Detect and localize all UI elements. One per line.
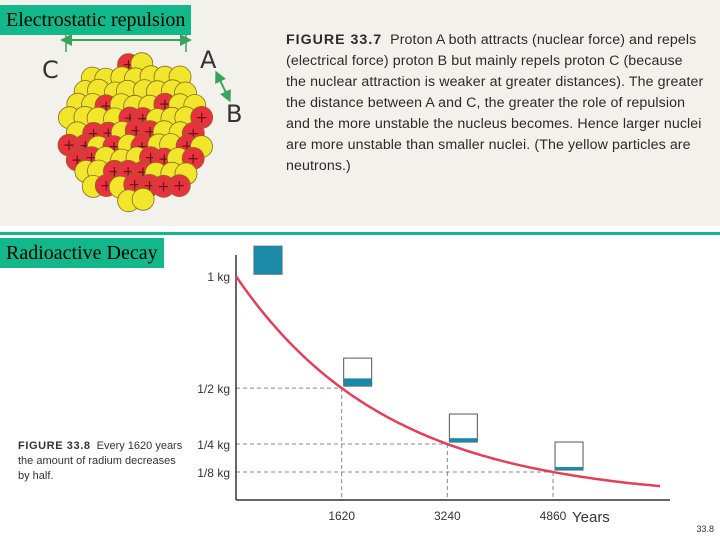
radium-fill: [555, 467, 584, 471]
marker-c: C: [42, 56, 59, 84]
proton-sign: +: [63, 136, 76, 154]
figure-33-7-caption: FIGURE 33.7 Proton A both attracts (nucle…: [286, 30, 706, 177]
proton-sign: +: [173, 177, 186, 195]
marker-a: A: [200, 46, 217, 74]
radium-box: [253, 245, 283, 275]
marker-b: B: [226, 100, 242, 128]
proton-sign: +: [157, 177, 170, 195]
section-divider: [0, 232, 720, 235]
x-axis-label: Years: [572, 509, 610, 526]
figure-33-7-number: FIGURE 33.7: [286, 32, 383, 48]
x-tick-label: 1620: [328, 509, 355, 523]
figure-33-8-caption: FIGURE 33.8 Every 1620 years the amount o…: [18, 439, 188, 484]
decay-curve: [234, 275, 661, 488]
neutron-particle: [131, 187, 155, 211]
radium-box: [448, 413, 478, 443]
slide-number: 33.8: [696, 524, 714, 534]
radium-fill: [254, 246, 282, 275]
figure-33-7-text: Proton A both attracts (nuclear force) a…: [286, 32, 704, 174]
radium-box: [554, 441, 584, 471]
figure-33-7-panel: C A B + + + + + + + + + + + + + + + + + + + + + + + + + + + + + FIGU…: [0, 0, 720, 226]
x-tick-label: 3240: [434, 509, 461, 523]
proton-sign: +: [187, 149, 200, 167]
nucleus-particles: ++ ++ + ++ + + + ++ + + + ++ + + + ++ + ++ + + + +: [57, 52, 214, 213]
ab-arrow: [215, 70, 231, 103]
radium-fill: [343, 378, 372, 387]
y-tick-label: 1/8 kg: [197, 466, 230, 480]
nucleus-diagram: C A B ++ ++ + ++ + + + ++ + + + ++ + + + ++ + ++ + + + +: [42, 34, 242, 213]
y-tick-label: 1/4 kg: [197, 438, 230, 452]
radioactive-decay-label: Radioactive Decay: [0, 238, 164, 268]
y-tick-label: 1 kg: [207, 270, 230, 284]
x-tick-label: 4860: [540, 509, 567, 523]
figure-33-8-number: FIGURE 33.8: [18, 440, 91, 452]
electrostatic-repulsion-label: Electrostatic repulsion: [0, 5, 192, 35]
proton-particle: [167, 174, 191, 198]
proton-sign: +: [195, 108, 208, 126]
radium-box: [343, 357, 373, 387]
figure-33-8-text: Every 1620 years the amount of radium de…: [18, 440, 183, 482]
y-tick-label: 1/2 kg: [197, 382, 230, 396]
radium-fill: [449, 438, 478, 443]
